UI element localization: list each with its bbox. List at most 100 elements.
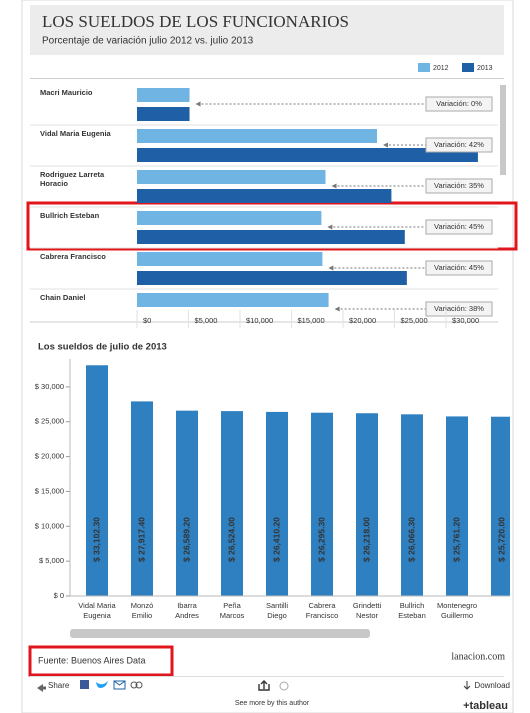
value-label: $ 25,761.20 (451, 517, 461, 562)
bar (401, 414, 423, 596)
x-tick-label: Diego (267, 611, 287, 620)
x-tick-label: Vidal Maria (78, 601, 116, 610)
x-tick-label: Nestor (356, 611, 379, 620)
legend-swatch (418, 63, 430, 72)
annotation: Variación: 42% (434, 140, 484, 149)
share-label[interactable]: Share (48, 681, 70, 690)
annotation-box (425, 219, 493, 235)
x-tick-label: $20,000 (349, 316, 376, 325)
bar (446, 416, 468, 596)
legend-label: 2012 (433, 65, 449, 72)
x-tick-label: $10,000 (246, 316, 273, 325)
bar (137, 107, 190, 121)
x-tick-label: Emilio (132, 611, 152, 620)
y-tick-label: $ 15,000 (35, 486, 64, 495)
annotation-box (425, 96, 493, 112)
bar (137, 170, 326, 184)
bar (137, 293, 329, 307)
title: LOS SUELDOS DE LOS FUNCIONARIOS (42, 12, 349, 31)
category-label: Horacio (40, 179, 68, 188)
annotation-box (425, 178, 493, 194)
twitter-icon[interactable] (96, 681, 108, 688)
download-label[interactable]: Download (474, 681, 510, 690)
bar (137, 252, 323, 266)
legend-swatch (462, 63, 474, 72)
y-tick-label: $ 30,000 (35, 382, 64, 391)
annotation-arrow (195, 101, 201, 107)
annotation-box (425, 301, 493, 317)
x-tick-label: $0 (143, 316, 151, 325)
x-tick-label: Guillermo (441, 611, 473, 620)
facebook-icon[interactable] (80, 680, 89, 689)
source: Fuente: Buenos Aires Data (38, 655, 146, 665)
x-tick-label: Francisco (306, 611, 339, 620)
annotation: Variación: 45% (434, 222, 484, 231)
category-label: Cabrera Francisco (40, 252, 106, 261)
download-icon[interactable] (463, 681, 471, 690)
bar (311, 412, 333, 596)
email-icon[interactable] (113, 680, 126, 690)
value-label: $ 26,589.20 (181, 517, 191, 562)
legend-label: 2013 (477, 65, 493, 72)
category-label: Bullrich Esteban (40, 211, 100, 220)
x-tick-label: Peña (223, 601, 241, 610)
bar (137, 88, 190, 102)
x-tick-label: Eugenia (83, 611, 111, 620)
y-tick-label: $ 25,000 (35, 417, 64, 426)
x-tick-label: Andres (175, 611, 199, 620)
revert-icon[interactable] (279, 681, 289, 691)
bar (137, 271, 407, 285)
brand[interactable]: lanacion.com (451, 651, 505, 662)
y-tick-label: $ 5,000 (39, 556, 64, 565)
bar (266, 411, 288, 596)
annotation-box (425, 260, 493, 276)
y-tick-label: $ 10,000 (35, 521, 64, 530)
x-tick-label: $5,000 (195, 316, 218, 325)
x-tick-label: $25,000 (401, 316, 428, 325)
category-label: Vidal Maria Eugenia (40, 129, 112, 138)
x-tick-label: Bullrich (400, 601, 425, 610)
highlight-box (28, 645, 174, 677)
bar (137, 148, 478, 162)
value-label: $ 26,066.30 (406, 517, 416, 562)
x-tick-label: Montenegro (437, 601, 477, 610)
scrollbar[interactable] (70, 629, 370, 638)
share-icon[interactable] (37, 684, 46, 692)
email-icon[interactable] (113, 680, 126, 686)
value-label: $ 25,720.00 (496, 517, 506, 562)
link-icon[interactable] (130, 681, 138, 689)
more-link[interactable]: See more by this author (235, 700, 310, 707)
annotation-arrow (327, 224, 333, 230)
bar (137, 189, 392, 203)
bar (131, 401, 153, 596)
x-tick-label: Marcos (220, 611, 245, 620)
annotation: Variación: 38% (434, 304, 484, 313)
x-tick-label: Grindetti (353, 601, 382, 610)
subtitle: Porcentaje de variación julio 2012 vs. j… (42, 36, 254, 47)
plot-area: $ 33,102.30 $ 27,917.40 $ 26,589.20 $ 26,52… (86, 365, 510, 596)
bar (137, 230, 405, 244)
export-icon[interactable] (258, 680, 270, 691)
value-label: $ 26,410.20 (271, 517, 281, 562)
tableau-logo[interactable]: +tableau (463, 700, 508, 712)
bar (137, 129, 377, 143)
x-tick-label: Cabrera (308, 601, 336, 610)
bar (86, 365, 108, 596)
bar (137, 211, 322, 225)
value-label: $ 26,524.00 (226, 517, 236, 562)
bar (356, 413, 378, 596)
divider (30, 676, 504, 677)
x-tick-label: Santilli (266, 601, 288, 610)
scrollbar[interactable] (500, 85, 506, 175)
annotation: Variación: 35% (434, 181, 484, 190)
chart-title: Los sueldos de julio de 2013 (38, 342, 167, 353)
category-label: Macri Mauricio (40, 88, 93, 97)
x-tick-label: $15,000 (298, 316, 325, 325)
divider (30, 78, 504, 79)
value-label: $ 27,917.40 (136, 517, 146, 562)
value-label: $ 26,295.30 (316, 517, 326, 562)
link-icon[interactable] (135, 681, 143, 689)
annotation-arrow (334, 306, 340, 312)
value-label: $ 33,102.30 (91, 517, 101, 562)
